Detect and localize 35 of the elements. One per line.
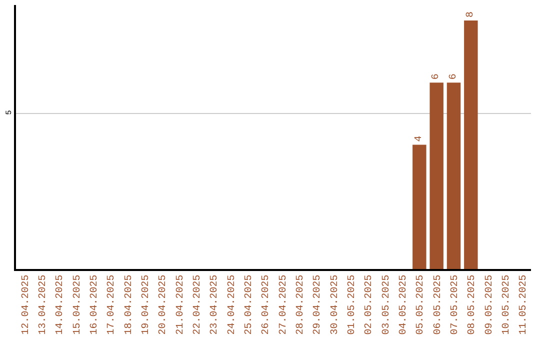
- x-tick-label: 22.04.2025: [192, 274, 204, 335]
- x-tick-label: 25.04.2025: [244, 274, 255, 335]
- x-tick-label: 29.04.2025: [312, 274, 324, 335]
- x-tick-label: 16.04.2025: [90, 274, 100, 335]
- x-tick-label: 19.04.2025: [141, 274, 152, 335]
- x-tick-label: 02.05.2025: [364, 274, 376, 335]
- x-tick-label: 10.05.2025: [502, 274, 512, 335]
- x-tick-label: 21.04.2025: [175, 274, 186, 335]
- data-label: 6: [431, 74, 442, 80]
- x-tick-label: 05.05.2025: [416, 274, 427, 335]
- y-tick-label: 5: [5, 110, 14, 115]
- x-tick-label: 23.04.2025: [210, 274, 221, 335]
- x-tick-label: 17.04.2025: [106, 274, 118, 335]
- x-tick-label: 30.04.2025: [330, 274, 341, 335]
- x-tick-label: 27.04.2025: [278, 274, 290, 335]
- x-tick-label: 18.04.2025: [124, 274, 135, 335]
- x-tick-label: 12.04.2025: [20, 274, 32, 335]
- x-tick-label: 11.05.2025: [518, 274, 530, 335]
- x-tick-label: 13.04.2025: [38, 274, 49, 335]
- x-tick-label: 08.05.2025: [467, 274, 478, 335]
- x-tick-label: 03.05.2025: [381, 274, 392, 335]
- x-tick-label: 14.04.2025: [55, 274, 66, 335]
- x-tick-label: 24.04.2025: [226, 274, 238, 335]
- x-tick-label: 09.05.2025: [484, 274, 496, 335]
- x-tick-label: 04.05.2025: [398, 274, 410, 335]
- x-tick-label: 15.04.2025: [72, 274, 84, 335]
- data-label: 4: [414, 136, 425, 142]
- x-tick-label: 01.05.2025: [347, 274, 358, 335]
- x-tick-label: 28.04.2025: [296, 274, 306, 335]
- data-label: 6: [448, 74, 460, 80]
- x-tick-label: 20.04.2025: [158, 274, 170, 335]
- x-tick-label: 26.04.2025: [261, 274, 272, 335]
- x-tick-label: 07.05.2025: [450, 274, 461, 335]
- data-label: 8: [465, 12, 476, 18]
- x-tick-label: 06.05.2025: [432, 274, 444, 335]
